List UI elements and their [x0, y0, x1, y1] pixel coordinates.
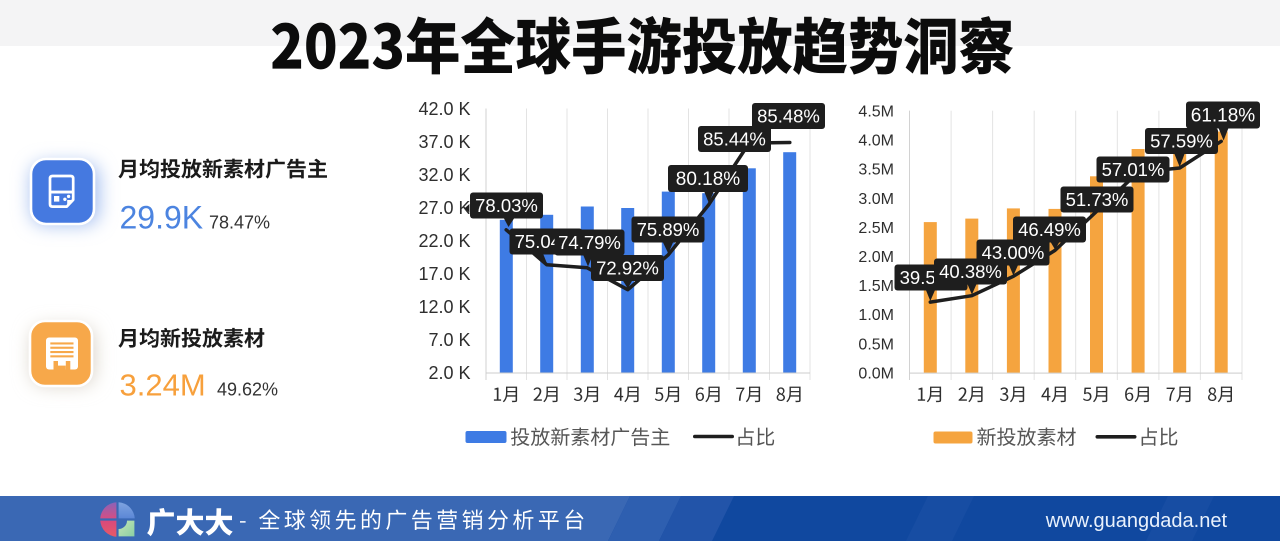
- svg-text:80.18%: 80.18%: [676, 169, 741, 190]
- svg-text:17.0 K: 17.0 K: [418, 264, 470, 284]
- svg-text:2.0M: 2.0M: [858, 249, 894, 266]
- svg-text:7.0 K: 7.0 K: [428, 330, 470, 350]
- svg-text:27.0 K: 27.0 K: [418, 198, 470, 218]
- svg-text:4.0M: 4.0M: [858, 133, 894, 150]
- svg-text:29.9K: 29.9K: [120, 200, 204, 236]
- svg-text:78.03%: 78.03%: [475, 195, 538, 216]
- svg-text:85.44%: 85.44%: [703, 129, 766, 150]
- svg-text:42.0 K: 42.0 K: [418, 99, 470, 119]
- svg-text:43.00%: 43.00%: [982, 242, 1045, 263]
- svg-text:78.47%: 78.47%: [209, 213, 270, 233]
- svg-text:12.0 K: 12.0 K: [418, 297, 470, 317]
- svg-text:57.59%: 57.59%: [1150, 131, 1213, 152]
- svg-text:3.0M: 3.0M: [858, 191, 894, 208]
- svg-text:57.01%: 57.01%: [1102, 159, 1165, 180]
- svg-text:0.0M: 0.0M: [858, 365, 894, 382]
- svg-text:2.5M: 2.5M: [858, 220, 894, 237]
- svg-text:www.guangdada.net: www.guangdada.net: [1045, 510, 1228, 532]
- svg-text:46.49%: 46.49%: [1018, 219, 1081, 240]
- svg-text:3.5M: 3.5M: [858, 162, 894, 179]
- svg-text:49.62%: 49.62%: [217, 379, 278, 399]
- svg-text:85.48%: 85.48%: [757, 106, 820, 127]
- svg-text:4.5M: 4.5M: [858, 104, 894, 121]
- svg-text:74.79%: 74.79%: [558, 232, 621, 253]
- svg-text:51.73%: 51.73%: [1066, 189, 1129, 210]
- svg-text:2.0 K: 2.0 K: [428, 363, 470, 383]
- svg-text:22.0 K: 22.0 K: [418, 231, 470, 251]
- svg-text:72.92%: 72.92%: [596, 258, 659, 279]
- svg-text:0.5M: 0.5M: [858, 336, 894, 353]
- svg-text:32.0 K: 32.0 K: [418, 165, 470, 185]
- svg-text:75.89%: 75.89%: [637, 219, 700, 240]
- svg-text:3.24M: 3.24M: [120, 367, 206, 402]
- svg-text:61.18%: 61.18%: [1191, 106, 1256, 127]
- svg-text:1.0M: 1.0M: [858, 307, 894, 324]
- svg-text:37.0 K: 37.0 K: [418, 132, 470, 152]
- svg-text:1.5M: 1.5M: [858, 278, 894, 295]
- svg-text:40.38%: 40.38%: [939, 261, 1002, 282]
